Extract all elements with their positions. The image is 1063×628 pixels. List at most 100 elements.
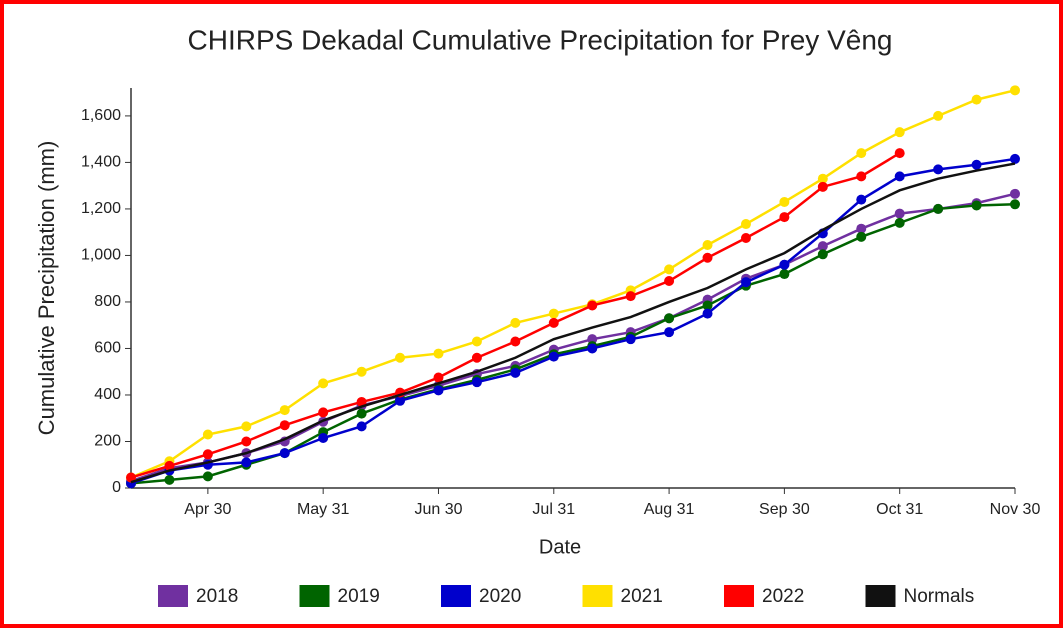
point (702, 252, 713, 263)
point (779, 259, 790, 270)
point (894, 148, 905, 159)
x-tick-label: Sep 30 (759, 501, 810, 518)
point (548, 308, 559, 319)
point (933, 164, 944, 175)
series-line (130, 162, 1016, 484)
legend-swatch (299, 585, 330, 607)
point (356, 421, 367, 432)
point (202, 429, 213, 440)
legend-label: 2020 (479, 586, 521, 607)
point (856, 171, 867, 182)
x-tick-label: Jul 31 (532, 501, 575, 518)
x-tick-label: Apr 30 (184, 501, 231, 518)
point (279, 420, 290, 431)
point (894, 127, 905, 138)
point (356, 408, 367, 419)
y-tick-label: 1,200 (81, 200, 121, 217)
point (933, 203, 944, 214)
point (856, 148, 867, 159)
point (241, 457, 252, 468)
x-tick-label: May 31 (297, 501, 350, 518)
point (164, 474, 175, 485)
legend-swatch (441, 585, 471, 607)
legend-swatch (158, 585, 188, 607)
point (279, 448, 290, 459)
point (856, 223, 867, 234)
point (548, 351, 559, 362)
point (241, 436, 252, 447)
y-tick-label: 800 (94, 293, 121, 310)
point (779, 212, 790, 223)
point (779, 196, 790, 207)
point (433, 385, 444, 396)
x-tick-label: Oct 31 (876, 501, 923, 518)
point (471, 352, 482, 363)
legend-swatch (582, 585, 613, 607)
y-tick-label: 600 (94, 340, 121, 357)
point (1010, 153, 1020, 164)
series-line (130, 192, 1016, 483)
point (279, 405, 290, 416)
point (894, 208, 905, 219)
point (664, 327, 675, 338)
series-line (130, 157, 1016, 485)
point (740, 277, 751, 288)
point (971, 94, 982, 105)
point (1010, 188, 1020, 199)
x-tick-label: Jun 30 (414, 501, 462, 518)
point (318, 378, 329, 389)
point (164, 460, 175, 471)
point (587, 343, 598, 354)
legend-label: 2021 (621, 586, 663, 607)
point (510, 317, 521, 328)
point (548, 317, 559, 328)
point (664, 276, 675, 287)
point (433, 372, 444, 383)
point (587, 300, 598, 311)
y-tick-label: 1,600 (81, 107, 121, 124)
point (625, 291, 636, 302)
point (241, 421, 252, 432)
legend-swatch (724, 585, 754, 607)
point (664, 313, 675, 324)
point (202, 471, 213, 482)
point (971, 159, 982, 170)
legend-swatch (865, 585, 896, 607)
point (971, 200, 982, 211)
point (856, 231, 867, 242)
point (817, 249, 828, 260)
point (740, 233, 751, 243)
point (702, 300, 713, 311)
point (702, 308, 713, 319)
legend-label: 2022 (762, 586, 804, 607)
point (702, 239, 713, 250)
y-tick-label: 200 (94, 433, 121, 450)
y-tick-label: 400 (94, 386, 121, 403)
series-line (130, 89, 1016, 479)
point (933, 110, 944, 121)
point (1010, 85, 1020, 96)
point (587, 334, 598, 345)
point (202, 449, 213, 460)
y-tick-label: 1,000 (81, 247, 121, 264)
point (510, 336, 521, 347)
point (318, 433, 329, 443)
point (471, 336, 482, 347)
point (318, 407, 329, 418)
point (356, 366, 367, 377)
point (817, 181, 828, 192)
point (779, 269, 790, 280)
point (1010, 199, 1020, 210)
point (356, 396, 367, 407)
point (433, 348, 444, 359)
y-tick-label: 0 (112, 479, 121, 496)
point (126, 472, 136, 483)
x-tick-label: Nov 30 (990, 501, 1041, 518)
point (471, 377, 482, 388)
point (664, 264, 675, 275)
legend-label: Normals (904, 586, 975, 607)
legend-label: 2018 (196, 586, 238, 607)
y-axis-label: Cumulative Precipitation (mm) (34, 141, 59, 436)
